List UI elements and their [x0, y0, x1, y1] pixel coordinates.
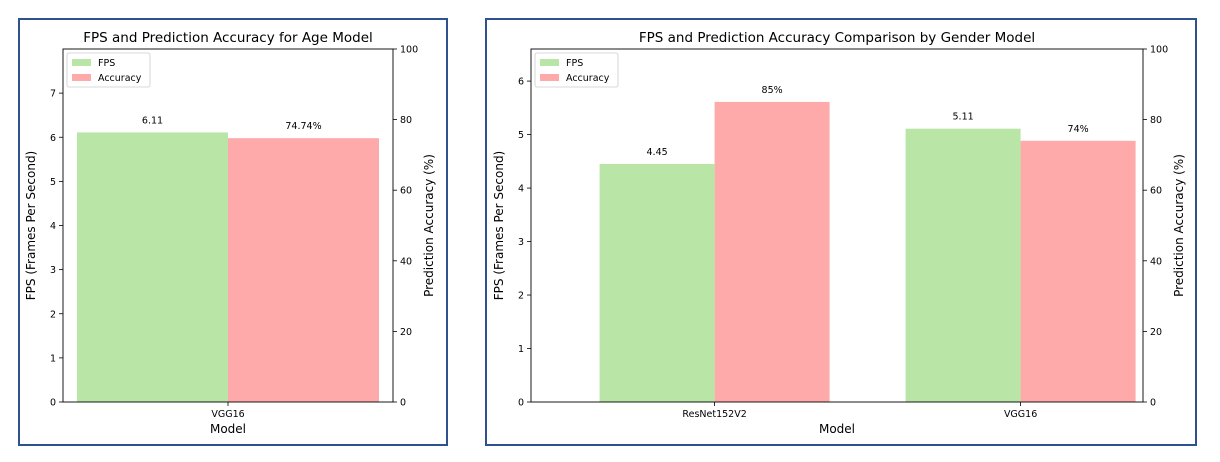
legend-accuracy-label: Accuracy	[98, 73, 142, 84]
y-tick-label: 0	[50, 398, 56, 409]
y-tick-label: 1	[50, 353, 56, 364]
y-tick-label: 6	[50, 133, 56, 144]
gender-model-chart-panel: 4.45 85% ResNet152V2 5.11 74% VGG16 0 1 2 3 4 5 6 0 20…	[485, 18, 1197, 446]
x-axis-label: Model	[210, 422, 246, 436]
y2-axis-label: Prediction Accuracy (%)	[422, 154, 436, 297]
legend-accuracy-label: Accuracy	[566, 73, 610, 84]
y2-tick-label: 100	[1150, 45, 1168, 56]
y2-tick-label: 20	[400, 327, 412, 338]
fps-bar-vgg16	[77, 132, 228, 402]
y-tick-label: 3	[50, 265, 56, 276]
y2-tick-label: 0	[400, 398, 406, 409]
y-tick-label: 2	[50, 309, 56, 320]
x-tick-label: VGG16	[1004, 409, 1037, 420]
accuracy-data-label: 74%	[1068, 124, 1089, 135]
x-axis-label: Model	[819, 422, 855, 436]
age-model-chart: 6.11 74.74% VGG16 0 1 2 3 4 5 6 7 0 20 40 60 80 100 FPS a…	[24, 30, 436, 436]
x-tick-label: ResNet152V2	[682, 409, 746, 420]
y2-tick-label: 40	[1150, 256, 1162, 267]
y2-axis-label: Prediction Accuracy (%)	[1172, 154, 1186, 297]
accuracy-bar-vgg16	[1020, 140, 1136, 402]
gender-model-chart: 4.4585%ResNet152V25.1174%VGG160123456020…	[492, 30, 1186, 436]
y2-tick-label: 100	[400, 45, 418, 56]
fps-bar-vgg16	[905, 128, 1021, 402]
chart-title: FPS and Prediction Accuracy for Age Mode…	[83, 30, 373, 46]
legend-accuracy-swatch	[72, 74, 91, 81]
legend-accuracy-swatch	[540, 74, 559, 81]
chart-title: FPS and Prediction Accuracy Comparison b…	[639, 30, 1035, 46]
y-axis-label: FPS (Frames Per Second)	[24, 151, 38, 301]
age-model-chart-panel: 6.11 74.74% VGG16 0 1 2 3 4 5 6 7 0 20 40 60 80 100 FPS a…	[18, 18, 448, 446]
y-tick-label: 5	[518, 130, 524, 141]
plot-frame	[530, 48, 1144, 403]
y2-tick-label: 80	[1150, 115, 1162, 126]
y-tick-label: 7	[50, 89, 56, 100]
accuracy-data-label: 74.74%	[285, 121, 321, 132]
y2-tick-label: 60	[400, 186, 412, 197]
y-axis-label: FPS (Frames Per Second)	[492, 151, 506, 301]
y-tick-label: 2	[518, 291, 524, 302]
y-tick-label: 5	[50, 177, 56, 188]
y2-tick-label: 40	[400, 256, 412, 267]
fps-bar-resnet152v2	[599, 163, 715, 402]
y2-tick-label: 80	[400, 115, 412, 126]
accuracy-bar-vgg16	[228, 138, 379, 403]
accuracy-bar-resnet152v2	[714, 101, 830, 402]
legend-fps-label: FPS	[566, 58, 583, 69]
y-tick-label: 4	[50, 221, 56, 232]
fps-data-label: 5.11	[953, 112, 974, 123]
legend-fps-swatch	[72, 59, 91, 66]
y-tick-label: 4	[518, 184, 524, 195]
y2-tick-label: 20	[1150, 327, 1162, 338]
y2-tick-label: 60	[1150, 186, 1162, 197]
x-tick-label: VGG16	[211, 409, 244, 420]
y-tick-label: 3	[518, 237, 524, 248]
fps-data-label: 6.11	[142, 115, 163, 126]
y2-tick-label: 0	[1150, 398, 1156, 409]
y-tick-label: 0	[518, 398, 524, 409]
y-tick-label: 1	[518, 344, 524, 355]
accuracy-data-label: 85%	[762, 85, 783, 96]
y-tick-label: 6	[518, 77, 524, 88]
legend-fps-swatch	[540, 59, 559, 66]
fps-data-label: 4.45	[647, 147, 668, 158]
legend-fps-label: FPS	[98, 58, 115, 69]
